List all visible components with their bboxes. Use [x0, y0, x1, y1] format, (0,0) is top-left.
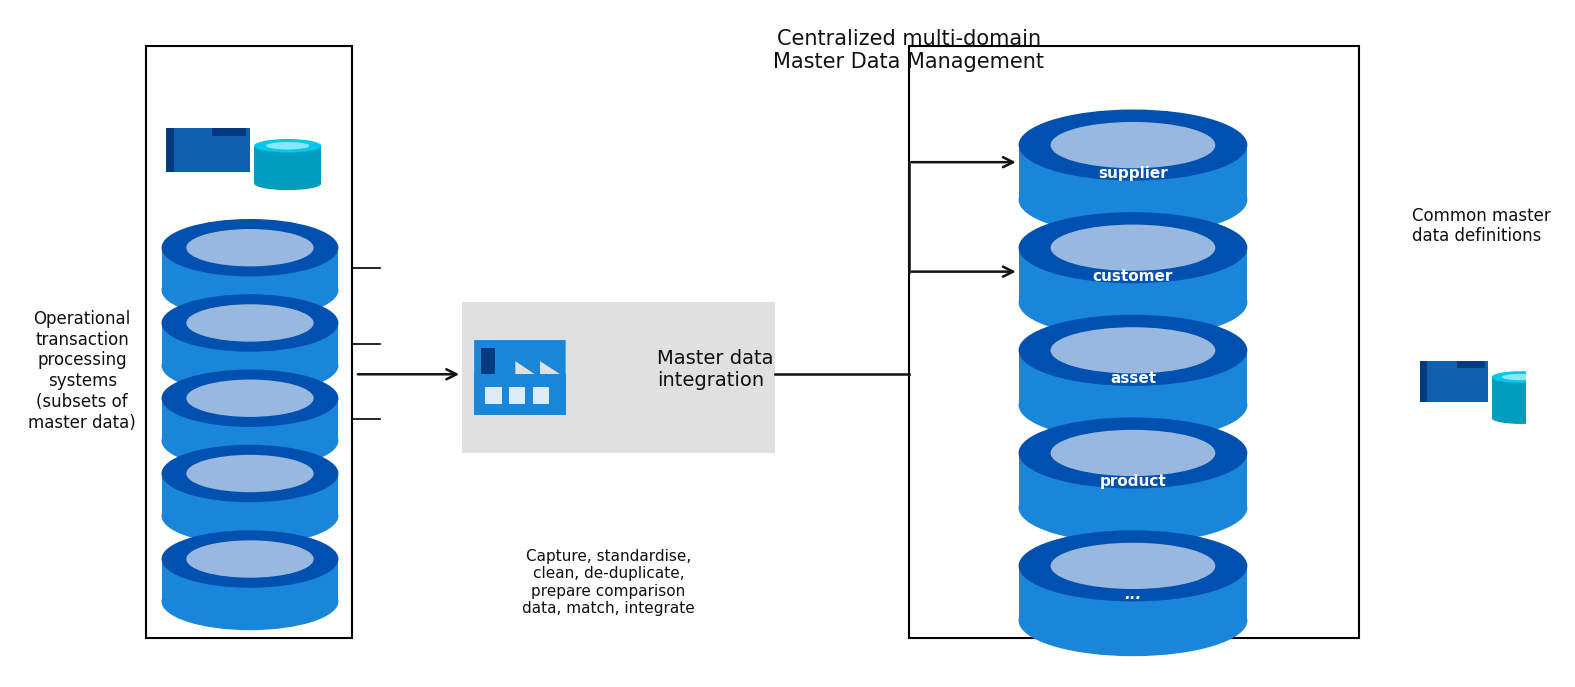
- Ellipse shape: [1492, 371, 1550, 383]
- Ellipse shape: [1019, 267, 1247, 338]
- Text: Operational
transaction
processing
systems
(subsets of
master data): Operational transaction processing syste…: [28, 310, 135, 432]
- Ellipse shape: [162, 444, 339, 502]
- Text: asset: asset: [1110, 371, 1156, 386]
- Polygon shape: [1019, 145, 1247, 200]
- Ellipse shape: [162, 219, 339, 276]
- Ellipse shape: [162, 412, 339, 469]
- Ellipse shape: [1019, 370, 1247, 440]
- Polygon shape: [162, 559, 339, 601]
- Ellipse shape: [186, 541, 313, 578]
- FancyBboxPatch shape: [485, 387, 501, 404]
- FancyBboxPatch shape: [146, 46, 353, 638]
- Ellipse shape: [162, 573, 339, 630]
- FancyBboxPatch shape: [461, 302, 775, 453]
- Polygon shape: [162, 323, 339, 365]
- Ellipse shape: [1051, 543, 1216, 589]
- FancyBboxPatch shape: [482, 348, 495, 374]
- Polygon shape: [1019, 350, 1247, 405]
- FancyBboxPatch shape: [1457, 361, 1485, 368]
- FancyBboxPatch shape: [509, 387, 526, 404]
- FancyBboxPatch shape: [909, 46, 1359, 638]
- Ellipse shape: [1492, 412, 1550, 424]
- Polygon shape: [162, 398, 339, 440]
- Ellipse shape: [1019, 472, 1247, 543]
- Ellipse shape: [162, 530, 339, 588]
- Ellipse shape: [1019, 315, 1247, 386]
- Polygon shape: [1019, 248, 1247, 302]
- Ellipse shape: [1051, 225, 1216, 271]
- FancyBboxPatch shape: [165, 128, 175, 172]
- Polygon shape: [162, 248, 339, 290]
- Ellipse shape: [186, 229, 313, 267]
- Polygon shape: [1019, 566, 1247, 620]
- Text: Capture, standardise,
clean, de-duplicate,
prepare comparison
data, match, integ: Capture, standardise, clean, de-duplicat…: [521, 549, 695, 616]
- Ellipse shape: [1019, 212, 1247, 283]
- Ellipse shape: [162, 337, 339, 394]
- Ellipse shape: [1019, 109, 1247, 181]
- Ellipse shape: [1019, 585, 1247, 656]
- Ellipse shape: [1051, 122, 1216, 168]
- FancyBboxPatch shape: [1419, 361, 1488, 402]
- Polygon shape: [474, 340, 565, 378]
- Polygon shape: [1019, 453, 1247, 508]
- Text: product: product: [1099, 474, 1167, 489]
- Text: customer: customer: [1093, 269, 1173, 284]
- Polygon shape: [162, 473, 339, 516]
- Ellipse shape: [1019, 530, 1247, 601]
- Ellipse shape: [254, 139, 321, 153]
- Ellipse shape: [186, 455, 313, 492]
- Text: Master data
integration: Master data integration: [657, 349, 773, 390]
- Ellipse shape: [1019, 418, 1247, 488]
- FancyBboxPatch shape: [474, 374, 565, 416]
- Ellipse shape: [186, 304, 313, 341]
- Ellipse shape: [1503, 374, 1539, 380]
- Ellipse shape: [162, 487, 339, 545]
- Text: supplier: supplier: [1098, 166, 1167, 181]
- Ellipse shape: [162, 294, 339, 352]
- Ellipse shape: [162, 261, 339, 319]
- Text: Centralized multi-domain
Master Data Management: Centralized multi-domain Master Data Man…: [773, 29, 1044, 72]
- Polygon shape: [1492, 377, 1550, 418]
- FancyBboxPatch shape: [213, 128, 246, 136]
- Text: ...: ...: [1125, 587, 1142, 602]
- Ellipse shape: [1019, 164, 1247, 236]
- Polygon shape: [254, 146, 321, 183]
- Ellipse shape: [186, 379, 313, 417]
- Ellipse shape: [1051, 327, 1216, 374]
- FancyBboxPatch shape: [165, 128, 250, 172]
- Ellipse shape: [266, 142, 310, 150]
- FancyBboxPatch shape: [532, 387, 550, 404]
- Ellipse shape: [162, 370, 339, 427]
- Ellipse shape: [254, 177, 321, 190]
- Ellipse shape: [1051, 430, 1216, 476]
- FancyBboxPatch shape: [1419, 361, 1427, 402]
- Text: Common master
data definitions: Common master data definitions: [1413, 207, 1551, 245]
